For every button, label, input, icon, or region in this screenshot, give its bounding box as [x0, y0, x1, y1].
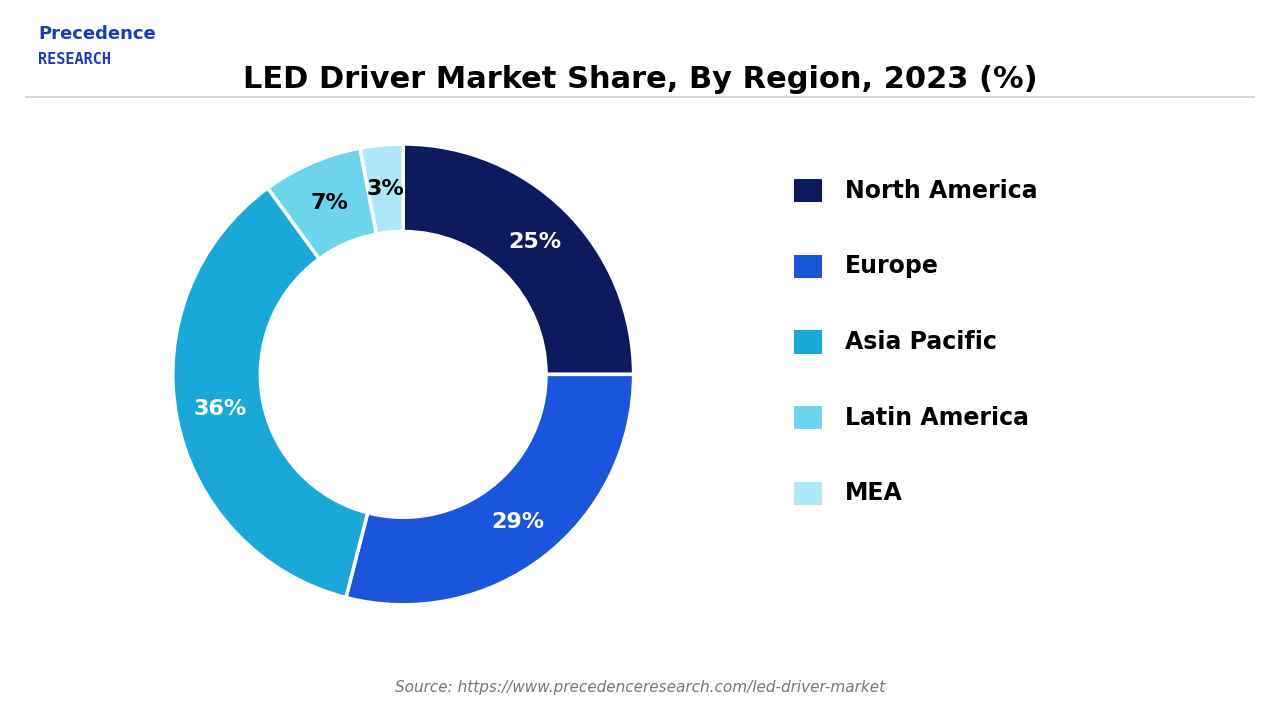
Text: 7%: 7% [310, 193, 348, 213]
Text: Latin America: Latin America [845, 405, 1029, 430]
Wedge shape [360, 144, 403, 234]
Wedge shape [173, 188, 367, 598]
Text: North America: North America [845, 179, 1037, 203]
Text: LED Driver Market Share, By Region, 2023 (%): LED Driver Market Share, By Region, 2023… [243, 65, 1037, 94]
Text: 25%: 25% [508, 233, 562, 253]
Wedge shape [403, 144, 634, 374]
Text: Europe: Europe [845, 254, 938, 279]
Text: 3%: 3% [367, 179, 404, 199]
Text: Precedence: Precedence [38, 25, 156, 43]
Text: 29%: 29% [492, 512, 544, 532]
Text: MEA: MEA [845, 481, 902, 505]
Text: Asia Pacific: Asia Pacific [845, 330, 997, 354]
Text: RESEARCH: RESEARCH [38, 52, 111, 67]
Text: 36%: 36% [193, 400, 247, 419]
Wedge shape [268, 148, 376, 258]
Wedge shape [346, 374, 634, 605]
Text: Source: https://www.precedenceresearch.com/led-driver-market: Source: https://www.precedenceresearch.c… [396, 680, 884, 695]
